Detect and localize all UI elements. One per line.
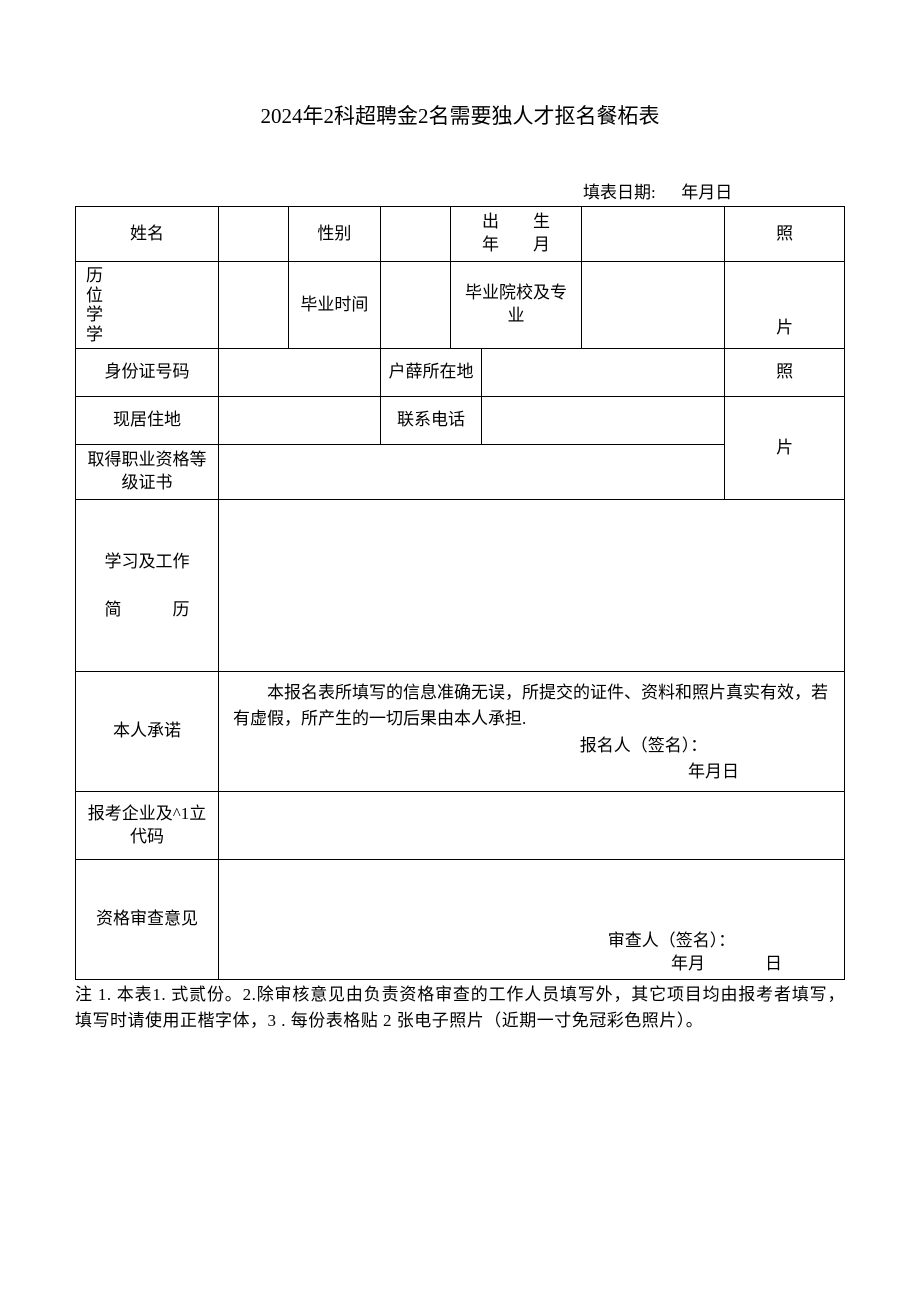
label-birth: 出 生 年 月 [450, 207, 581, 262]
input-cert[interactable] [218, 445, 724, 500]
table-row: 现居住地 联系电话 片 [76, 397, 845, 445]
label-grad-time: 毕业时间 [288, 262, 381, 349]
label-study-work: 学习及工作 简 历 [76, 500, 219, 672]
input-phone[interactable] [481, 397, 724, 445]
label-company-code: 报考企业及^1立代码 [76, 792, 219, 860]
label-promise: 本人承诺 [76, 672, 219, 792]
reviewer-sign-date: 年月日 [225, 953, 838, 976]
table-row: 身份证号码 户薛所在地 照 [76, 349, 845, 397]
input-name[interactable] [218, 207, 288, 262]
label-cert: 取得职业资格等级证书 [76, 445, 219, 500]
label-photo-bottom2: 片 [725, 397, 845, 500]
applicant-sign-date: 年月日 [233, 759, 834, 785]
date-value: 年月日 [681, 183, 732, 202]
review-content: 审查人（签名）： 年月日 [218, 860, 844, 980]
date-label: 填表日期: [583, 183, 656, 202]
registration-form-table: 姓名 性别 出 生 年 月 照 历位学学 毕业时间 毕业院校及专业 片 身份证号… [75, 206, 845, 980]
table-row: 学习及工作 简 历 [76, 500, 845, 672]
input-grad-school[interactable] [582, 262, 725, 349]
label-hukou: 户薛所在地 [381, 349, 481, 397]
label-photo-top2: 照 [725, 349, 845, 397]
table-row: 报考企业及^1立代码 [76, 792, 845, 860]
input-birth[interactable] [582, 207, 725, 262]
label-phone: 联系电话 [381, 397, 481, 445]
footnote: 注 1. 本表1. 式贰份。2.除审核意见由负责资格审查的工作人员填写外，其它项… [75, 982, 845, 1033]
input-history[interactable] [218, 262, 288, 349]
label-id-number: 身份证号码 [76, 349, 219, 397]
label-name: 姓名 [76, 207, 219, 262]
applicant-sign-label: 报名人（签名）： [233, 733, 834, 759]
promise-text: 本报名表所填写的信息准确无误，所提交的证件、资料和照片真实有效，若有虚假，所产生… [233, 680, 834, 733]
input-study-work[interactable] [218, 500, 844, 672]
label-residence: 现居住地 [76, 397, 219, 445]
table-row: 资格审查意见 审查人（签名）： 年月日 [76, 860, 845, 980]
form-title: 2024年2科超聘金2名需要独人才抠名餐柘表 [75, 100, 845, 130]
table-row: 姓名 性别 出 生 年 月 照 [76, 207, 845, 262]
table-row: 历位学学 毕业时间 毕业院校及专业 片 [76, 262, 845, 349]
input-grad-time[interactable] [381, 262, 451, 349]
input-id-number[interactable] [218, 349, 380, 397]
label-photo-bottom1: 片 [725, 262, 845, 349]
label-grad-school: 毕业院校及专业 [450, 262, 581, 349]
input-hukou[interactable] [481, 349, 724, 397]
label-photo-top: 照 [725, 207, 845, 262]
label-review: 资格审查意见 [76, 860, 219, 980]
reviewer-sign-label: 审查人（签名）： [225, 930, 838, 953]
fill-date-row: 填表日期: 年月日 [75, 178, 845, 203]
table-row: 本人承诺 本报名表所填写的信息准确无误，所提交的证件、资料和照片真实有效，若有虚… [76, 672, 845, 792]
input-company-code[interactable] [218, 792, 844, 860]
promise-content: 本报名表所填写的信息准确无误，所提交的证件、资料和照片真实有效，若有虚假，所产生… [218, 672, 844, 792]
label-history: 历位学学 [76, 262, 219, 349]
input-gender[interactable] [381, 207, 451, 262]
input-residence[interactable] [218, 397, 380, 445]
label-gender: 性别 [288, 207, 381, 262]
